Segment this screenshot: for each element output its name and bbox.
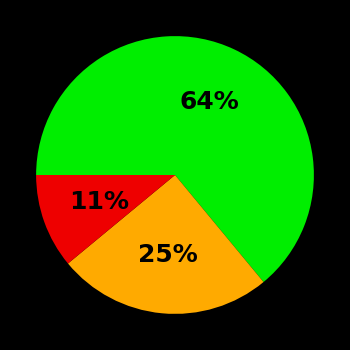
Text: 11%: 11% <box>69 190 129 214</box>
Wedge shape <box>68 175 264 314</box>
Wedge shape <box>36 175 175 264</box>
Wedge shape <box>36 36 314 282</box>
Text: 64%: 64% <box>180 90 239 114</box>
Text: 25%: 25% <box>138 243 197 267</box>
